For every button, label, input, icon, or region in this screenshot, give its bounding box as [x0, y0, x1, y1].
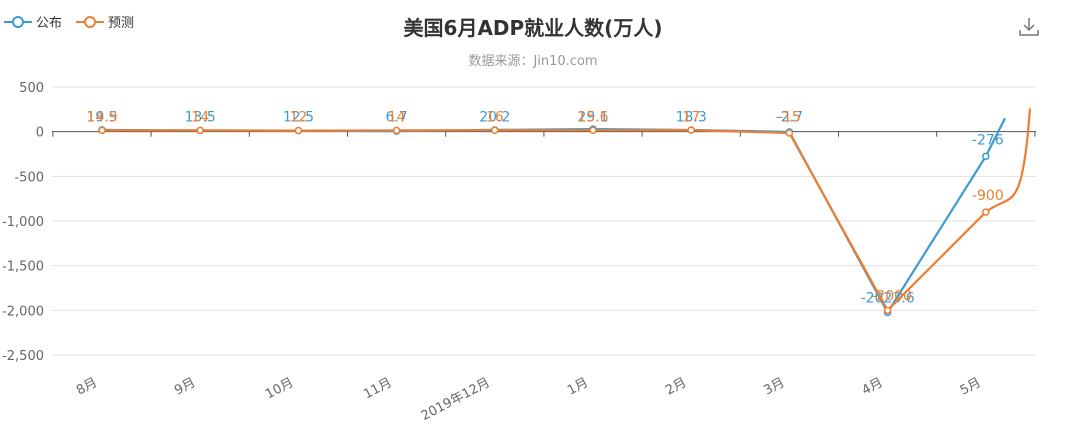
- data-point: [785, 129, 794, 137]
- chart-legend: 公布 预测: [4, 12, 134, 31]
- chart-subtitle: 数据来源：Jin10.com: [468, 54, 598, 69]
- series-line-forecast: [101, 108, 1032, 313]
- legend-label-published: 公布: [36, 16, 63, 31]
- x-tick-label: 11月: [361, 375, 394, 402]
- data-label: 19.5: [86, 110, 117, 126]
- chart-title: 美国6月ADP就业人数(万人): [403, 16, 663, 40]
- x-tick-label: 1月: [565, 375, 591, 398]
- x-tick-label: 4月: [860, 375, 886, 398]
- data-label: -2023.6: [861, 290, 915, 306]
- data-label: 15.6: [577, 110, 608, 126]
- legend-line-circle-icon: [4, 15, 32, 28]
- y-tick-label: -2,500: [2, 349, 44, 364]
- data-point: [883, 306, 892, 315]
- legend-line-circle-icon: [76, 15, 105, 28]
- legend-label-forecast: 预测: [108, 16, 135, 31]
- data-label: 14.9: [86, 110, 117, 126]
- data-label: 14: [388, 110, 406, 126]
- y-tick-label: 500: [19, 81, 44, 96]
- download-button[interactable]: [1018, 16, 1040, 38]
- data-point: [982, 208, 990, 216]
- y-tick-label: -1,500: [2, 260, 44, 275]
- data-label: 12: [289, 110, 307, 126]
- download-icon: [1019, 18, 1039, 36]
- y-tick-label: -500: [14, 170, 44, 185]
- data-label: 14: [191, 110, 209, 126]
- data-label: 6.7: [385, 110, 407, 126]
- legend-item-forecast[interactable]: 预测: [76, 12, 134, 31]
- data-point: [392, 126, 401, 135]
- data-label: 12.5: [283, 110, 314, 126]
- data-label: 18.3: [676, 110, 707, 126]
- data-label: -2000: [871, 288, 912, 304]
- data-label: 17: [682, 110, 700, 126]
- data-point: [294, 126, 303, 135]
- y-tick-label: -1,000: [2, 215, 44, 230]
- x-tick-label: 9月: [172, 375, 198, 398]
- series-line-published: [101, 117, 1006, 315]
- data-label: -15: [778, 110, 801, 126]
- x-tick-label: 2月: [663, 375, 689, 398]
- data-label: -276: [972, 132, 1004, 148]
- x-tick-label: 10月: [263, 375, 296, 402]
- data-point: [982, 152, 990, 161]
- data-point: [98, 126, 106, 135]
- x-tick-label: 5月: [958, 375, 984, 398]
- data-label: 16: [486, 110, 504, 126]
- y-tick-label: -2,000: [2, 304, 44, 319]
- y-tick-label: 0: [36, 126, 44, 141]
- data-label: -900: [972, 188, 1004, 204]
- legend-item-published[interactable]: 公布: [4, 12, 62, 31]
- x-tick-label: 2019年12月: [419, 375, 493, 424]
- data-label: 20.2: [479, 110, 510, 126]
- data-label: 29.1: [577, 110, 608, 126]
- x-tick-label: 8月: [74, 375, 100, 398]
- data-label: -2.7: [776, 110, 803, 126]
- data-point: [589, 126, 597, 135]
- data-point: [491, 126, 499, 134]
- x-tick-label: 3月: [761, 375, 787, 398]
- data-point: [687, 126, 695, 134]
- data-label: 13.5: [185, 110, 216, 126]
- data-point: [196, 126, 204, 135]
